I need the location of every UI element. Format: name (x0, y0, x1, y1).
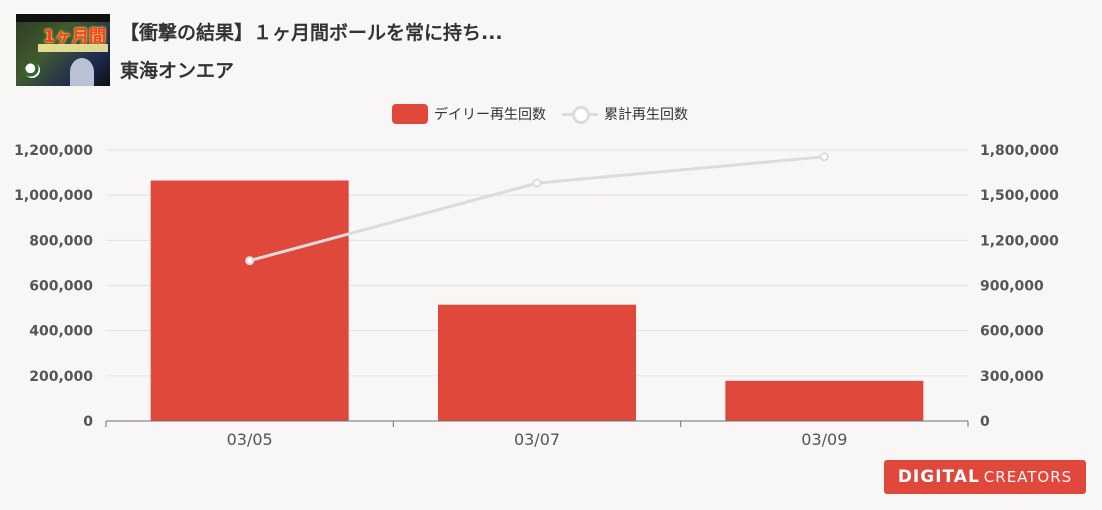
y-right-tick-label: 300,000 (980, 369, 1044, 385)
tick-labels: 0 200,000 400,000 600,000 800,000 1,000,000 1,… (14, 143, 1059, 449)
x-tick-label: 03/07 (514, 430, 560, 449)
y-right-tick-label: 1,200,000 (980, 233, 1059, 249)
legend-item-total[interactable]: 累計再生回数 (562, 104, 688, 124)
video-thumbnail[interactable]: 1ヶ月間 (16, 14, 110, 86)
y-right-tick-label: 1,800,000 (980, 143, 1059, 159)
logo-text-primary: DIGITAL (897, 467, 980, 487)
x-tick-label: 03/05 (227, 430, 273, 449)
y-left-tick-label: 1,000,000 (14, 188, 93, 204)
y-left-tick-label: 0 (83, 414, 93, 430)
y-left-tick-label: 400,000 (29, 324, 93, 340)
thumbnail-subtitle-strip (38, 44, 108, 52)
person-figure (70, 58, 94, 86)
thumbnail-top-band (16, 14, 110, 22)
legend-total-label: 累計再生回数 (604, 107, 688, 123)
video-title[interactable]: 【衝撃の結果】１ヶ月間ボールを常に持ち... (120, 22, 503, 44)
channel-name[interactable]: 東海オンエア (120, 60, 235, 82)
x-tick-label: 03/09 (801, 430, 847, 449)
digital-creators-logo: DIGITAL CREATORS (884, 460, 1086, 494)
video-header: 1ヶ月間 【衝撃の結果】１ヶ月間ボールを常に持ち... 東海オンエア (16, 14, 916, 88)
daily-views-bars (150, 180, 924, 421)
legend-daily-label: デイリー再生回数 (434, 107, 546, 123)
y-right-tick-label: 0 (980, 414, 990, 430)
y-left-tick-label: 200,000 (29, 369, 93, 385)
cumulative-views-point (532, 178, 542, 188)
legend-bar-swatch-icon (392, 104, 428, 124)
y-right-tick-label: 900,000 (980, 279, 1044, 295)
thumbnail-caption: 1ヶ月間 (43, 27, 106, 47)
chart-axes (105, 420, 969, 427)
legend-line-swatch-icon (562, 104, 598, 124)
cumulative-views-point (245, 256, 255, 266)
legend-item-daily[interactable]: デイリー再生回数 (392, 104, 546, 124)
chart-legend: デイリー再生回数 累計再生回数 (392, 102, 704, 126)
logo-text-secondary: CREATORS (983, 468, 1073, 486)
daily-views-bar (150, 180, 349, 421)
y-left-tick-label: 600,000 (29, 279, 93, 295)
y-right-tick-label: 1,500,000 (980, 188, 1059, 204)
daily-views-bar (725, 380, 924, 421)
cumulative-views-line (245, 152, 829, 266)
y-right-tick-label: 600,000 (980, 324, 1044, 340)
soccer-ball-icon (24, 62, 40, 78)
y-left-tick-label: 1,200,000 (14, 143, 93, 159)
cumulative-views-point (819, 152, 829, 162)
y-left-tick-label: 800,000 (29, 233, 93, 249)
daily-views-bar (438, 304, 636, 421)
